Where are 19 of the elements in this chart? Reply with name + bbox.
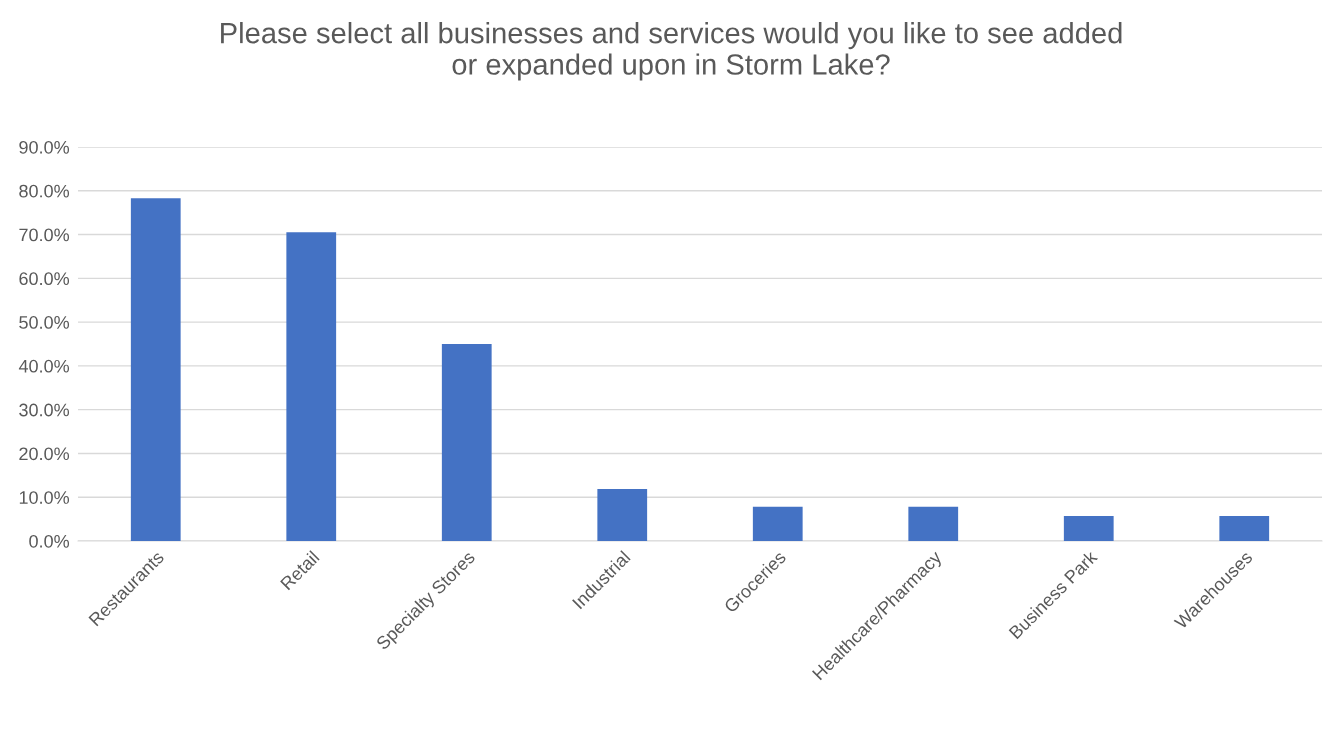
- y-tick-label: 20.0%: [19, 447, 70, 461]
- y-tick-label: 0.0%: [29, 534, 70, 548]
- chart-title: Please select all businesses and services would you like to see added or expanded upon in Storm Lake?: [221, 22, 1122, 81]
- bar: [286, 232, 337, 541]
- y-tick-label: 50.0%: [19, 316, 70, 329]
- y-tick-label: 10.0%: [19, 491, 70, 504]
- bar: [130, 198, 181, 541]
- bar: [597, 488, 648, 541]
- y-tick-label: 90.0%: [19, 140, 70, 154]
- y-tick-label: 40.0%: [18, 359, 70, 373]
- bar: [1219, 516, 1270, 541]
- y-tick-label: 70.0%: [19, 228, 70, 242]
- y-tick-label: 80.0%: [19, 184, 70, 198]
- bar: [1063, 516, 1114, 541]
- bar: [752, 506, 803, 541]
- y-tick-label: 30.0%: [19, 403, 70, 417]
- bar: [441, 344, 492, 541]
- bar: [908, 506, 959, 541]
- y-tick-label: 60.0%: [19, 272, 70, 286]
